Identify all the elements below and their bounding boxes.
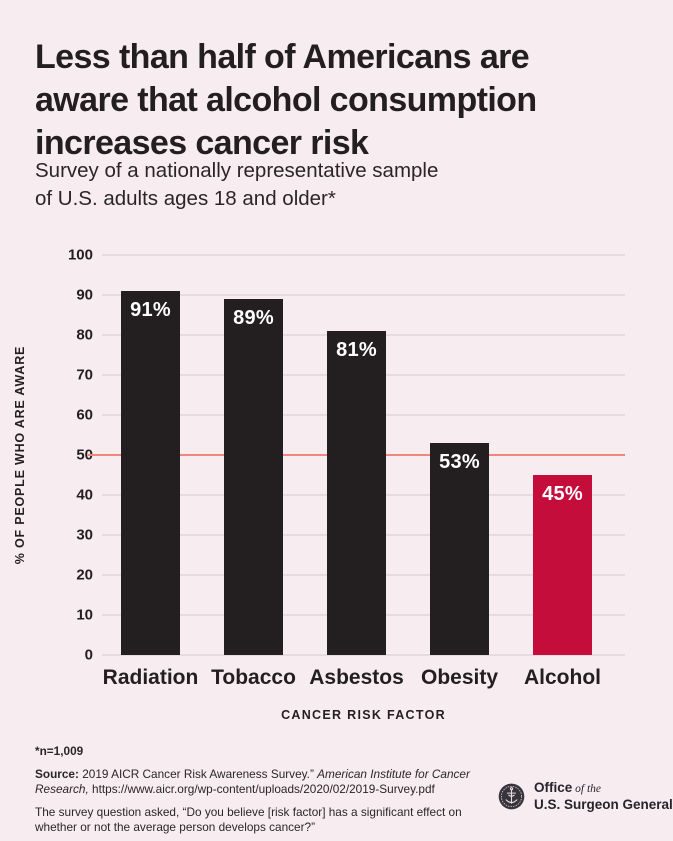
source-note: Source: 2019 AICR Cancer Risk Awareness … — [35, 767, 485, 798]
y-tick-label: 30 — [76, 526, 93, 544]
y-tick-label: 0 — [84, 646, 93, 664]
bar-value-label: 91% — [130, 299, 171, 321]
y-tick-label: 100 — [67, 246, 93, 264]
logo-office-label: Office — [534, 780, 573, 795]
bar-tobacco: 89% Tobacco — [211, 299, 296, 689]
y-tick-label: 90 — [76, 286, 93, 304]
bar-value-label: 53% — [439, 451, 480, 473]
bar-value-label: 81% — [336, 339, 377, 361]
category-label-obesity: Obesity — [420, 666, 499, 689]
gridline — [102, 654, 625, 656]
source-label: Source: — [35, 766, 79, 781]
logo-line-1: Office of the — [534, 780, 673, 797]
title-line-3: increases cancer risk — [35, 124, 369, 162]
plot-area: 0 10 20 30 40 50 60 70 80 90 100 91% Radiation 89% To… — [13, 248, 625, 722]
gridline — [102, 294, 625, 296]
title-line-1: Less than half of Americans are — [35, 38, 530, 76]
y-tick-label: 70 — [76, 366, 93, 384]
gridline — [102, 254, 625, 256]
survey-question-note: The survey question asked, “Do you belie… — [35, 804, 462, 835]
subtitle-line-2: of U.S. adults ages 18 and older* — [35, 187, 336, 210]
y-axis-title: % OF PEOPLE WHO ARE AWARE — [13, 345, 27, 565]
y-tick-label: 10 — [76, 606, 93, 624]
category-label-tobacco: Tobacco — [211, 666, 296, 689]
logo-agency-label: U.S. Surgeon General — [534, 797, 673, 812]
footnotes: *n=1,009 Source: 2019 AICR Cancer Risk A… — [35, 744, 485, 841]
y-tick-label: 60 — [76, 406, 93, 424]
category-label-alcohol: Alcohol — [524, 666, 601, 689]
bar-radiation: 91% Radiation — [103, 291, 198, 689]
y-tick-label: 20 — [76, 566, 93, 584]
bar-alcohol: 45% Alcohol — [524, 475, 601, 689]
bar-obesity: 53% Obesity — [421, 443, 498, 689]
y-tick-label: 40 — [76, 486, 93, 504]
logo-text: Office of the U.S. Surgeon General — [534, 780, 673, 812]
source-url: https://www.aicr.org/wp-content/uploads/… — [88, 782, 435, 796]
x-axis-title: CANCER RISK FACTOR — [281, 708, 446, 722]
y-tick-label: 50 — [76, 446, 93, 464]
source-text: 2019 AICR Cancer Risk Awareness Survey.” — [78, 766, 318, 781]
category-label-asbestos: Asbestos — [309, 666, 404, 689]
logo-of-the-label: of the — [572, 783, 602, 795]
sample-size-note: *n=1,009 — [35, 744, 84, 758]
surgeon-general-logo: Office of the U.S. Surgeon General — [498, 780, 673, 812]
title-line-2: aware that alcohol consumption — [35, 81, 537, 119]
y-tick-label: 80 — [76, 326, 93, 344]
bar-asbestos: 81% Asbestos — [309, 331, 404, 689]
page-title: Less than half of Americans are aware th… — [35, 36, 645, 165]
source-publisher: American Institute for Cancer Research, — [35, 766, 470, 797]
bar-value-label: 89% — [233, 307, 274, 329]
category-label-radiation: Radiation — [102, 666, 199, 689]
bar-value-label: 45% — [542, 483, 583, 505]
subtitle-line-1: Survey of a nationally representative sa… — [35, 159, 439, 182]
page-subtitle: Survey of a nationally representative sa… — [35, 157, 635, 213]
public-health-seal-icon — [498, 783, 525, 809]
bars-container: 91% Radiation 89% Tobacco 81% Asbestos 53% Obes… — [102, 255, 625, 689]
